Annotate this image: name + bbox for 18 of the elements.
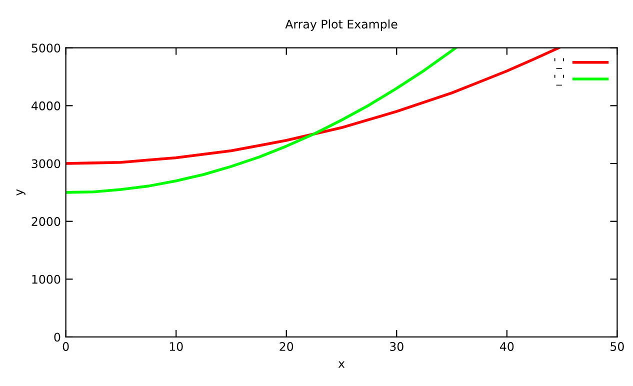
legend-label: '_'	[554, 74, 564, 86]
x-axis-title: x	[338, 361, 345, 368]
y-tick-label: 3000	[32, 159, 60, 168]
x-tick-label: 40	[500, 342, 514, 351]
legend-label: '_'	[554, 58, 564, 69]
x-tick-label: 20	[280, 342, 294, 351]
y-tick-label: 4000	[32, 101, 60, 110]
x-tick-label: 10	[170, 342, 183, 351]
y-tick-label: 2000	[32, 217, 60, 226]
y-tick-label: 5000	[32, 44, 60, 53]
chart-title: Array Plot Example	[285, 19, 398, 31]
y-axis-title: y	[16, 189, 26, 196]
x-tick-label: 50	[610, 342, 624, 351]
line-series	[66, 48, 458, 194]
x-tick-label: 30	[390, 342, 404, 351]
y-tick-label: 1000	[32, 274, 60, 284]
x-tick-label: 0	[62, 342, 69, 351]
y-tick-label: 0	[54, 332, 60, 342]
